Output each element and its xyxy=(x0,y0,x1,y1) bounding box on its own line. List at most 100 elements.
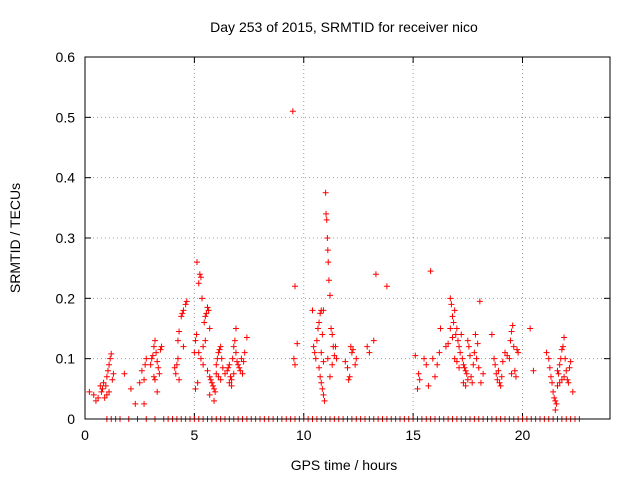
data-point-marker xyxy=(453,358,460,365)
data-point-marker xyxy=(412,352,419,359)
data-point-marker xyxy=(473,355,480,362)
data-point-marker xyxy=(206,325,213,332)
data-point-marker xyxy=(552,397,559,404)
data-point-marker xyxy=(566,364,573,371)
data-point-marker xyxy=(292,283,298,290)
data-point-marker xyxy=(180,343,187,350)
data-point-marker xyxy=(224,367,231,374)
data-point-marker xyxy=(320,358,327,365)
data-point-marker xyxy=(327,292,333,299)
data-point-marker xyxy=(556,379,563,386)
data-point-marker xyxy=(498,373,505,380)
data-point-marker xyxy=(472,331,479,338)
data-point-marker xyxy=(208,379,215,386)
data-point-marker xyxy=(206,391,213,398)
data-point-marker xyxy=(95,394,102,401)
data-point-marker xyxy=(480,370,487,377)
data-point-marker xyxy=(212,388,219,395)
data-point-marker xyxy=(553,400,560,407)
data-point-marker xyxy=(555,370,562,377)
data-point-marker xyxy=(471,349,478,356)
data-point-marker xyxy=(569,388,576,395)
y-tick-label: 0.6 xyxy=(56,49,76,65)
data-point-marker xyxy=(239,370,246,377)
data-point-marker xyxy=(543,349,550,356)
data-point-marker xyxy=(150,343,157,350)
data-point-marker xyxy=(342,358,349,365)
data-point-marker xyxy=(192,337,199,344)
data-point-marker xyxy=(448,301,455,308)
data-point-marker xyxy=(197,355,204,362)
data-point-marker xyxy=(213,370,220,377)
data-point-marker xyxy=(174,355,181,362)
data-point-marker xyxy=(92,397,99,404)
data-point-marker xyxy=(515,349,522,356)
data-point-marker xyxy=(202,313,209,320)
data-point-marker xyxy=(567,358,574,365)
data-point-marker xyxy=(366,349,373,356)
data-point-marker xyxy=(559,343,566,350)
data-point-marker xyxy=(325,259,332,266)
data-point-marker xyxy=(349,346,356,353)
data-point-marker xyxy=(317,373,324,380)
data-point-marker xyxy=(562,355,569,362)
data-point-marker xyxy=(324,355,331,362)
data-point-marker xyxy=(172,370,179,377)
data-point-marker xyxy=(231,337,238,344)
data-point-marker xyxy=(102,382,109,389)
data-point-marker xyxy=(152,376,158,383)
data-point-marker xyxy=(512,373,519,380)
data-point-marker xyxy=(205,307,212,314)
data-point-marker xyxy=(200,343,207,350)
data-point-marker xyxy=(329,331,336,338)
data-point-marker xyxy=(527,325,534,332)
data-point-marker xyxy=(211,385,218,392)
data-point-marker xyxy=(552,406,559,413)
y-tick-label: 0.2 xyxy=(56,290,76,306)
data-point-marker xyxy=(462,382,469,389)
data-point-marker xyxy=(316,364,323,371)
data-point-marker xyxy=(107,355,114,362)
data-point-marker xyxy=(138,367,145,374)
data-point-marker xyxy=(344,364,351,371)
data-point-marker xyxy=(206,373,213,380)
data-point-marker xyxy=(153,349,160,356)
data-point-marker xyxy=(237,367,244,374)
data-point-marker xyxy=(290,355,297,362)
data-point-marker xyxy=(348,349,355,356)
data-point-marker xyxy=(318,379,325,386)
data-point-marker xyxy=(309,307,316,314)
data-point-marker xyxy=(241,349,248,356)
data-point-marker xyxy=(454,337,461,344)
data-point-marker xyxy=(180,307,187,314)
data-point-marker xyxy=(477,379,484,386)
data-point-marker xyxy=(463,370,470,377)
data-point-marker xyxy=(294,340,301,347)
chart-title: Day 253 of 2015, SRMTID for receiver nic… xyxy=(210,19,478,35)
data-point-marker xyxy=(495,367,502,374)
data-point-marker xyxy=(449,334,456,341)
data-point-marker xyxy=(216,346,223,353)
data-point-marker xyxy=(530,367,537,374)
data-point-marker xyxy=(136,379,143,386)
data-point-marker xyxy=(195,349,202,356)
data-point-marker xyxy=(510,343,517,350)
data-point-marker xyxy=(226,361,233,368)
data-point-marker xyxy=(464,376,471,383)
data-point-marker xyxy=(179,310,186,317)
data-point-marker xyxy=(383,283,390,290)
data-point-marker xyxy=(176,328,183,335)
y-tick-label: 0.1 xyxy=(56,351,76,367)
data-point-marker xyxy=(327,373,333,380)
y-axis-label: SRMTID / TECUs xyxy=(7,183,23,293)
x-tick-label: 5 xyxy=(190,427,198,443)
data-point-marker xyxy=(437,325,444,332)
data-point-marker xyxy=(460,361,467,368)
data-point-marker xyxy=(318,349,325,356)
data-point-marker xyxy=(311,349,318,356)
x-tick-label: 0 xyxy=(81,427,89,443)
data-point-marker xyxy=(456,364,463,371)
data-point-marker xyxy=(347,343,354,350)
data-point-marker xyxy=(427,268,434,275)
data-point-marker xyxy=(108,350,115,357)
